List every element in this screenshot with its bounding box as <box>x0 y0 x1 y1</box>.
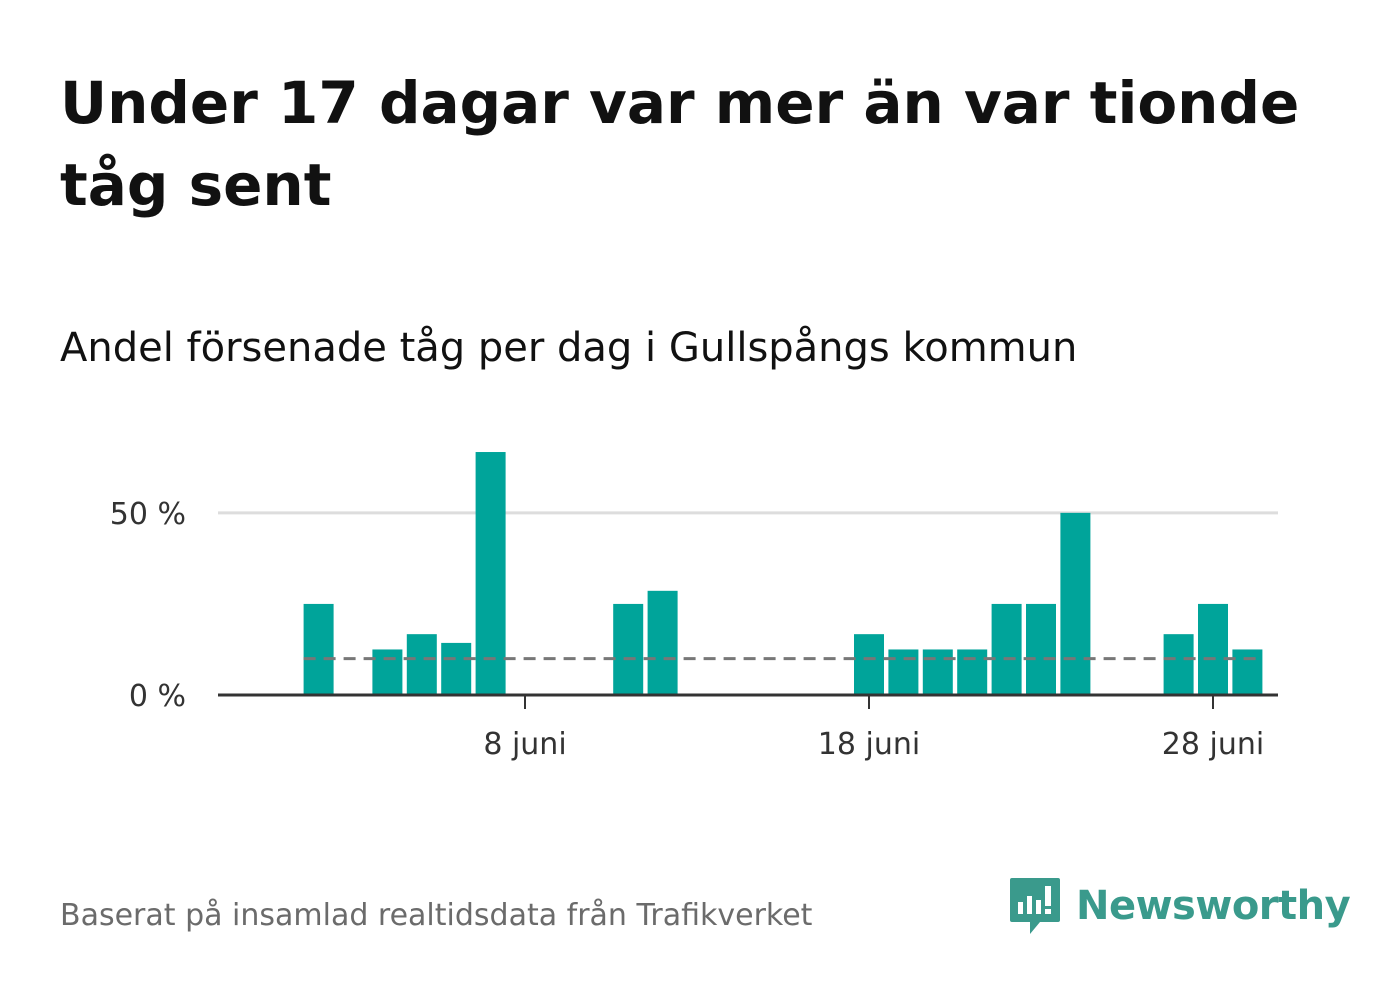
bar-day-7 <box>475 452 506 695</box>
bar-day-24 <box>1060 512 1091 695</box>
bar-day-22 <box>991 603 1022 695</box>
x-tick-label: 18 juni <box>818 727 920 762</box>
bar-day-21 <box>957 649 988 695</box>
bar-day-11 <box>613 603 644 695</box>
bar-day-4 <box>372 649 403 695</box>
bar-day-28 <box>1198 603 1228 695</box>
bar-day-20 <box>922 649 953 695</box>
source-note: Baserat på insamlad realtidsdata från Tr… <box>60 898 813 933</box>
x-tick-label: 8 juni <box>483 727 566 762</box>
newsworthy-logo-icon <box>1010 878 1060 934</box>
bar-day-27 <box>1163 634 1194 695</box>
x-tick-label: 28 juni <box>1162 727 1264 762</box>
y-tick-label: 0 % <box>129 679 186 714</box>
bar-day-19 <box>888 649 919 695</box>
bars-layer <box>303 452 1263 695</box>
bar-day-29 <box>1232 649 1263 695</box>
bar-day-18 <box>854 634 884 695</box>
y-tick-label: 50 % <box>110 497 186 532</box>
chart-title: Under 17 dagar var mer än var tionde tåg… <box>60 69 1300 219</box>
brand-name: Newsworthy <box>1076 883 1351 929</box>
bar-day-12 <box>647 590 678 695</box>
bar-day-2 <box>303 603 334 695</box>
bar-day-23 <box>1026 603 1056 695</box>
bar-day-5 <box>406 634 437 695</box>
brand-logo: Newsworthy <box>1008 876 1351 936</box>
axis-layer: 0 % 50 % 8 juni 18 juni 28 juni <box>110 497 1278 762</box>
chart-subtitle: Andel försenade tåg per dag i Gullspångs… <box>60 325 1078 371</box>
bar-day-6 <box>441 642 472 695</box>
